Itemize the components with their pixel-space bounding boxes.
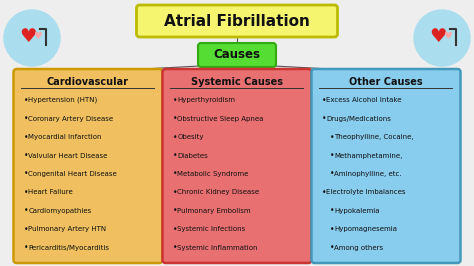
Text: Pulmonary Artery HTN: Pulmonary Artery HTN: [28, 226, 107, 232]
Text: Valvular Heart Disease: Valvular Heart Disease: [28, 153, 108, 159]
Text: Obstructive Sleep Apnea: Obstructive Sleep Apnea: [177, 116, 264, 122]
Text: Congenital Heart Disease: Congenital Heart Disease: [28, 171, 117, 177]
Text: •: •: [173, 225, 177, 234]
Text: •: •: [173, 151, 177, 160]
Text: Atrial Fibrillation: Atrial Fibrillation: [164, 14, 310, 28]
Text: •: •: [329, 133, 334, 142]
Text: •: •: [329, 151, 334, 160]
Text: •: •: [24, 151, 28, 160]
Text: Aminophylline, etc.: Aminophylline, etc.: [335, 171, 402, 177]
Text: Coronary Artery Disease: Coronary Artery Disease: [28, 116, 114, 122]
Text: •: •: [329, 206, 334, 215]
FancyBboxPatch shape: [198, 43, 276, 67]
Text: Metabolic Syndrome: Metabolic Syndrome: [177, 171, 249, 177]
Text: Heart Failure: Heart Failure: [28, 189, 73, 196]
Text: Excess Alcohol Intake: Excess Alcohol Intake: [327, 97, 402, 103]
Text: •: •: [24, 96, 28, 105]
FancyBboxPatch shape: [311, 69, 461, 263]
Circle shape: [414, 10, 470, 66]
Text: •: •: [24, 133, 28, 142]
Text: •: •: [329, 225, 334, 234]
Text: Systemic Inflammation: Systemic Inflammation: [177, 245, 258, 251]
Text: Hypokalemia: Hypokalemia: [335, 208, 380, 214]
Text: •: •: [173, 169, 177, 178]
Text: •: •: [321, 114, 326, 123]
Text: Systemic Causes: Systemic Causes: [191, 77, 283, 87]
Text: Systemic Infections: Systemic Infections: [177, 226, 246, 232]
Text: Hyperthyroidism: Hyperthyroidism: [177, 97, 236, 103]
Text: Methamphetamine,: Methamphetamine,: [335, 153, 403, 159]
Text: Electrolyte Imbalances: Electrolyte Imbalances: [327, 189, 406, 196]
Text: ♥: ♥: [429, 27, 447, 45]
Text: •: •: [24, 243, 28, 252]
FancyBboxPatch shape: [163, 69, 311, 263]
Text: •: •: [321, 96, 326, 105]
FancyBboxPatch shape: [13, 69, 163, 263]
Text: •: •: [321, 188, 326, 197]
Text: Theophylline, Cocaine,: Theophylline, Cocaine,: [335, 134, 414, 140]
Text: Causes: Causes: [213, 48, 261, 61]
Text: •: •: [173, 114, 177, 123]
Text: •: •: [173, 243, 177, 252]
Circle shape: [4, 10, 60, 66]
Text: Diabetes: Diabetes: [177, 153, 208, 159]
Text: •: •: [329, 169, 334, 178]
Text: Hypertension (HTN): Hypertension (HTN): [28, 97, 98, 103]
Text: •: •: [173, 206, 177, 215]
Text: •: •: [24, 114, 28, 123]
Text: ♥: ♥: [34, 31, 42, 41]
Text: •: •: [173, 96, 177, 105]
Text: Drugs/Medications: Drugs/Medications: [327, 116, 392, 122]
Text: Other Causes: Other Causes: [349, 77, 423, 87]
Text: •: •: [24, 169, 28, 178]
Text: •: •: [24, 188, 28, 197]
Text: Chronic Kidney Disease: Chronic Kidney Disease: [177, 189, 260, 196]
Text: •: •: [24, 206, 28, 215]
Text: Hypomagnesemia: Hypomagnesemia: [335, 226, 398, 232]
Text: •: •: [173, 133, 177, 142]
Text: Among others: Among others: [335, 245, 383, 251]
Text: •: •: [24, 225, 28, 234]
Text: Cardiovascular: Cardiovascular: [47, 77, 129, 87]
Text: ♥: ♥: [19, 27, 37, 45]
Text: •: •: [173, 188, 177, 197]
Text: Myocardial Infarction: Myocardial Infarction: [28, 134, 102, 140]
Text: Cardiomyopathies: Cardiomyopathies: [28, 208, 92, 214]
Text: Pericarditis/Myocarditis: Pericarditis/Myocarditis: [28, 245, 109, 251]
Text: Obesity: Obesity: [177, 134, 204, 140]
Text: ♥: ♥: [444, 31, 452, 41]
Text: Pulmonary Embolism: Pulmonary Embolism: [177, 208, 251, 214]
Text: •: •: [329, 243, 334, 252]
FancyBboxPatch shape: [137, 5, 337, 37]
